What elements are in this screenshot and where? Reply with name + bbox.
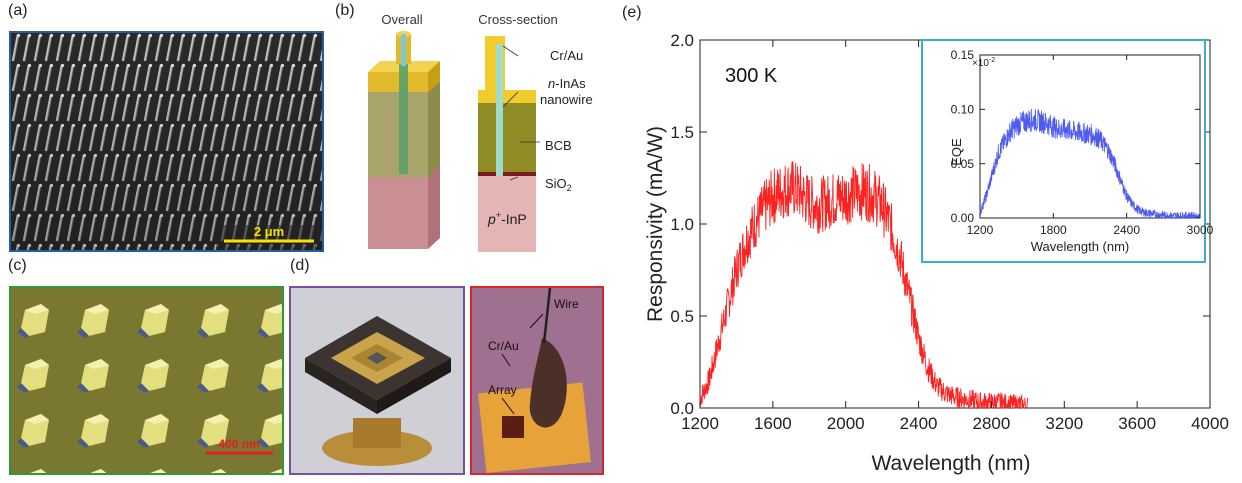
scale-bar-c-label: 400 nm <box>218 437 259 451</box>
label-cr-au-photo: Cr/Au <box>488 339 519 353</box>
inset-data-trace <box>979 108 1201 220</box>
callout-nanowire: nanowire <box>540 92 593 107</box>
main-y-tick-label: 0.5 <box>670 307 694 326</box>
panel-e-chart: 1200 1600 2000 2400 2800 3200 3600 4000 0.0 0.5 1.… <box>630 0 1242 478</box>
temperature-annotation: 300 K <box>725 65 778 87</box>
title-overall: Overall <box>381 12 422 27</box>
inset-plot-frame <box>979 54 1201 219</box>
cross-section-device <box>478 36 536 252</box>
inset-y-axis-label: EQE <box>949 138 964 166</box>
label-wire: Wire <box>554 297 579 311</box>
device-schematic: Overall Cross-section <box>368 12 593 252</box>
main-y-tick-label: 1.0 <box>670 215 694 234</box>
overall-3d-device <box>368 31 440 249</box>
main-y-tick-label: 2.0 <box>670 31 694 50</box>
main-data-trace <box>699 161 1029 410</box>
label-array: Array <box>488 383 517 397</box>
inset-y-tick-label: 0.05 <box>951 157 975 171</box>
callout-bcb: BCB <box>545 138 572 153</box>
callout-cr-au: Cr/Au <box>550 48 583 63</box>
main-x-tick-label: 3200 <box>1045 414 1083 433</box>
scale-bar-a-label: 2 μm <box>254 224 284 239</box>
panel-b-schematic: Overall Cross-section <box>340 12 620 262</box>
panel-d-package-photo <box>289 286 465 475</box>
main-y-tick-label: 0.0 <box>670 399 694 418</box>
inset-x-tick-label: 3000 <box>1187 223 1214 237</box>
inset-y-tick-label: 0.10 <box>951 103 975 117</box>
inset-x-tick-label: 1200 <box>967 223 994 237</box>
inset-y-tick-label: 0.00 <box>951 211 975 225</box>
responsivity-chart: 1200 1600 2000 2400 2800 3200 3600 4000 0.0 0.5 1.… <box>644 31 1229 475</box>
y-axis-label: Responsivity (mA/W) <box>644 126 667 322</box>
inset-scale-label: ×10-2 <box>972 57 995 69</box>
panel-e-label: (e) <box>622 4 642 21</box>
main-x-tick-label: 4000 <box>1191 414 1229 433</box>
panel-d-label: (d) <box>290 257 310 274</box>
nanowire-array-image: 2 μm <box>11 33 322 250</box>
main-y-tick-label: 1.5 <box>670 123 694 142</box>
panel-b-label: (b) <box>335 2 355 19</box>
panel-a-sem-image: 2 μm <box>9 31 324 252</box>
inset-x-tick-label: 2400 <box>1113 223 1140 237</box>
main-x-tick-label: 3600 <box>1118 414 1156 433</box>
callout-sio2: SiO2 <box>545 176 572 193</box>
panel-c-sem-image: 400 nm <box>9 286 284 475</box>
x-axis-label: Wavelength (nm) <box>871 452 1030 475</box>
main-x-tick-label: 2000 <box>827 414 865 433</box>
callout-inas: n-InAs <box>548 76 586 91</box>
inset-x-axis-label: Wavelength (nm) <box>1031 239 1130 254</box>
chip-package-image <box>305 316 451 466</box>
inset-y-tick-label: 0.15 <box>951 48 975 62</box>
nanowire-tips-image: 400 nm <box>11 288 282 473</box>
main-x-tick-label: 2800 <box>973 414 1011 433</box>
panel-a-label: (a) <box>8 2 28 19</box>
inset-frame <box>921 39 1206 263</box>
device-array-image: Wire Cr/Au Array <box>472 288 602 473</box>
main-x-tick-label: 2400 <box>900 414 938 433</box>
panel-c-label: (c) <box>8 257 27 274</box>
panel-d-array-photo: Wire Cr/Au Array <box>470 286 604 475</box>
title-cross-section: Cross-section <box>478 12 557 27</box>
main-x-tick-label: 1200 <box>681 414 719 433</box>
callout-inp: p+-InP <box>487 210 527 227</box>
inset-x-tick-label: 1800 <box>1040 223 1067 237</box>
main-x-tick-label: 1600 <box>754 414 792 433</box>
